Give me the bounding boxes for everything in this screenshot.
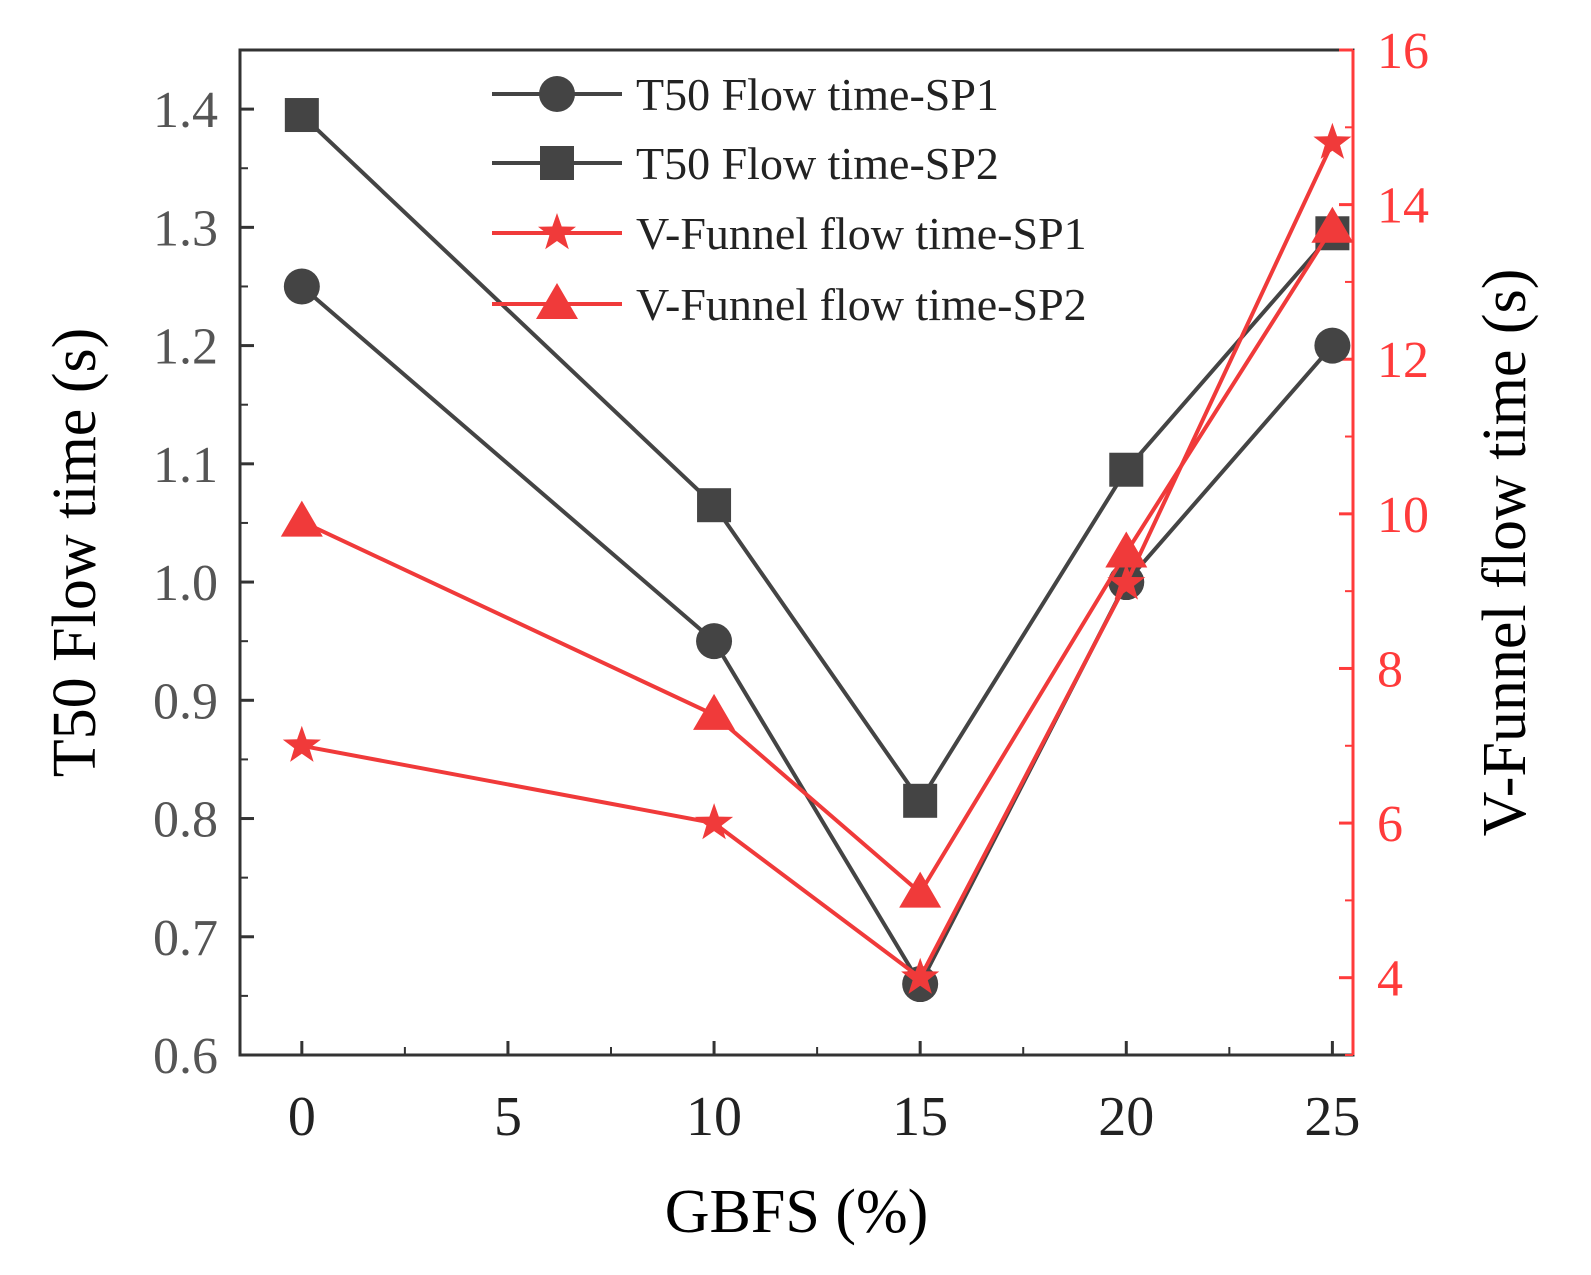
data-point-square xyxy=(284,98,319,133)
legend-label: T50 Flow time-SP2 xyxy=(636,138,999,189)
legend-label: V-Funnel flow time-SP1 xyxy=(636,208,1087,259)
data-point-circle xyxy=(1314,327,1351,364)
data-point-triangle xyxy=(693,693,736,730)
series-square xyxy=(284,98,1350,818)
x-axis-title: GBFS (%) xyxy=(665,1178,929,1246)
x-tick-label: 5 xyxy=(494,1086,522,1148)
legend: T50 Flow time-SP1 T50 Flow time-SP2 V-Funn… xyxy=(492,69,1087,330)
legend-label: T50 Flow time-SP1 xyxy=(636,69,999,120)
data-point-circle xyxy=(283,268,320,305)
data-point-triangle xyxy=(1105,531,1148,568)
data-point-square xyxy=(1109,452,1144,487)
left-tick-label: 0.9 xyxy=(153,673,218,730)
legend-marker-circle xyxy=(539,76,575,112)
x-tick-label: 15 xyxy=(892,1086,948,1148)
right-axis: 4 6 8 10 12 14 16 xyxy=(1339,23,1429,1056)
left-axis: 0.6 0.7 0.8 0.9 1.0 1.1 1.2 1.3 1.4 xyxy=(153,82,254,1085)
legend-marker-triangle xyxy=(536,283,578,319)
left-y-axis-title: T50 Flow time (s) xyxy=(41,328,109,777)
x-axis: 0 5 10 15 20 25 xyxy=(288,1041,1360,1148)
series-line xyxy=(301,141,1335,980)
left-tick-label: 1.2 xyxy=(153,319,218,376)
data-point-star xyxy=(282,725,321,762)
x-tick-label: 20 xyxy=(1098,1086,1154,1148)
right-tick-label: 12 xyxy=(1377,332,1429,389)
series-star xyxy=(282,122,1352,994)
plot-frame xyxy=(238,48,1355,1057)
left-tick-label: 1.3 xyxy=(153,200,218,257)
data-point-triangle xyxy=(899,871,942,908)
left-tick-label: 1.0 xyxy=(153,555,218,612)
left-tick-label: 0.8 xyxy=(153,792,218,849)
legend-label: V-Funnel flow time-SP2 xyxy=(636,279,1087,330)
data-point-circle xyxy=(696,623,733,660)
data-point-square xyxy=(697,488,732,523)
series-line xyxy=(300,284,1334,987)
data-point-star xyxy=(1313,122,1352,159)
left-tick-label: 0.7 xyxy=(153,910,218,967)
series-triangle xyxy=(280,206,1354,908)
right-y-axis-title: V-Funnel flow time (s) xyxy=(1471,269,1539,837)
legend-marker-star xyxy=(538,213,576,250)
left-tick-label: 1.4 xyxy=(153,82,218,139)
data-point-star xyxy=(1107,563,1146,600)
x-tick-label: 25 xyxy=(1304,1086,1360,1148)
left-tick-label: 0.6 xyxy=(153,1028,218,1085)
legend-marker-square xyxy=(540,146,574,180)
left-tick-label: 1.1 xyxy=(153,437,218,494)
right-tick-label: 10 xyxy=(1377,487,1429,544)
right-tick-label: 8 xyxy=(1377,641,1403,698)
x-tick-label: 0 xyxy=(288,1086,316,1148)
series-circle xyxy=(283,268,1351,1003)
right-tick-label: 14 xyxy=(1377,178,1429,235)
x-tick-label: 10 xyxy=(686,1086,742,1148)
data-point-triangle xyxy=(1311,206,1354,243)
data-point-star xyxy=(695,803,734,840)
right-tick-label: 16 xyxy=(1377,23,1429,80)
data-point-star xyxy=(901,957,940,994)
series-group xyxy=(280,98,1354,1003)
data-point-square xyxy=(903,783,938,818)
right-tick-label: 4 xyxy=(1377,951,1403,1008)
data-point-triangle xyxy=(280,500,323,537)
right-tick-label: 6 xyxy=(1377,796,1403,853)
